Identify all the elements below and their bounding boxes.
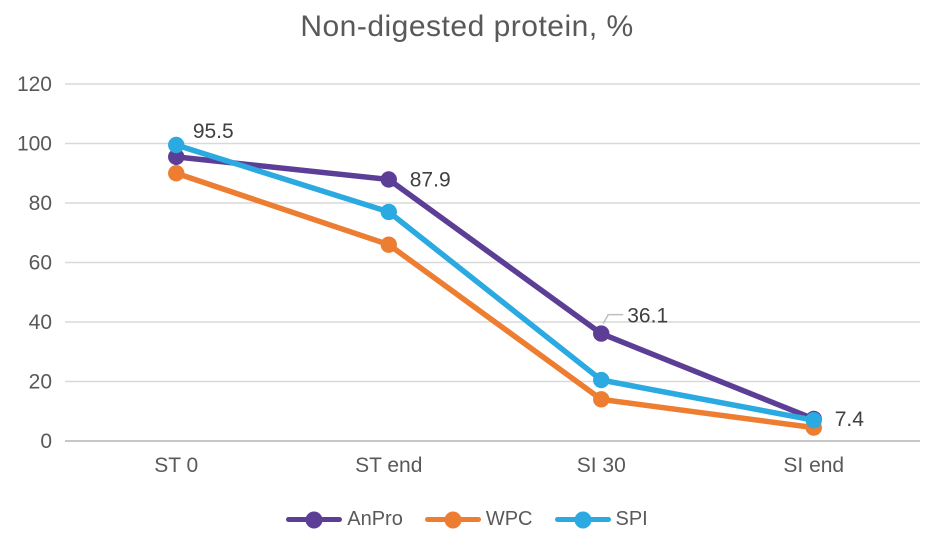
marker-wpc-2 (593, 391, 610, 408)
y-tick-label-20: 20 (29, 371, 52, 394)
marker-anpro-0 (168, 148, 185, 166)
marker-spi-2 (593, 371, 610, 389)
legend-label-wpc: WPC (485, 508, 533, 530)
legend-label-anpro: AnPro (347, 508, 403, 530)
marker-wpc-1 (380, 236, 397, 253)
legend-label-spi: SPI (615, 508, 648, 530)
y-tick-label-0: 0 (40, 430, 52, 453)
data-label-87-9: 87.9 (410, 168, 451, 191)
legend: AnPro WPC SPI (0, 508, 934, 531)
x-axis-label-0: ST 0 (154, 454, 198, 477)
legend-line-marker-icon (286, 511, 343, 528)
legend-item-spi: SPI (554, 508, 648, 531)
series-line-spi (173, 142, 817, 423)
y-tick-label-60: 60 (29, 252, 52, 275)
marker-spi-3 (805, 411, 822, 429)
legend-item-wpc: WPC (424, 508, 533, 531)
legend-dot-icon (305, 511, 323, 528)
legend-line-marker-icon (424, 511, 481, 528)
x-axis-label-3: SI end (783, 454, 844, 477)
y-tick-label-120: 120 (17, 73, 52, 96)
legend-item-anpro: AnPro (286, 508, 403, 531)
data-label-95-5: 95.5 (193, 120, 234, 143)
marker-anpro-1 (380, 171, 397, 188)
data-label-leader-line (602, 313, 624, 324)
data-label-36-1: 36.1 (627, 305, 668, 328)
data-label-7-4: 7.4 (835, 408, 865, 431)
series-line-anpro (173, 154, 817, 422)
series-line-wpc (173, 170, 817, 431)
x-axis-label-1: ST end (355, 454, 422, 477)
marker-wpc-0 (168, 165, 185, 182)
x-axis-label-2: SI 30 (577, 454, 626, 477)
marker-spi-0 (168, 136, 185, 154)
marker-anpro-2 (593, 325, 610, 342)
legend-dot-icon (444, 511, 462, 528)
y-tick-label-80: 80 (29, 192, 52, 215)
legend-line-marker-icon (554, 511, 611, 528)
chart-title: Non-digested protein, % (300, 10, 634, 43)
y-tick-label-100: 100 (17, 133, 52, 156)
y-tick-label-40: 40 (29, 311, 52, 334)
marker-spi-1 (380, 203, 397, 221)
legend-dot-icon (574, 511, 591, 528)
